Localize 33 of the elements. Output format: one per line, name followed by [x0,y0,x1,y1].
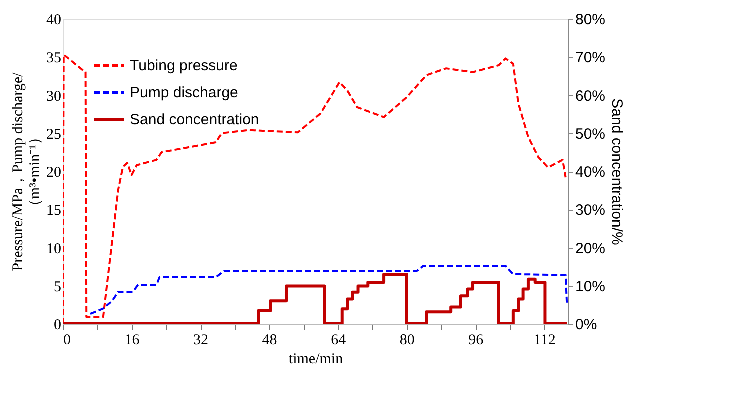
y2-tick-label: 10% [576,278,606,296]
y2-tick-label: 80% [576,12,606,28]
y-axis-title: Pressure/MPa，Pump discharge/ （m³•min⁻¹） [10,72,44,272]
legend-label: Pump discharge [130,84,238,102]
x-tick-label: 80 [400,332,415,348]
x-tick-label: 32 [194,332,209,348]
legend-label: Sand concentration [130,112,260,128]
y2-tick-label: 70% [576,50,606,67]
x-tick-label: 112 [534,332,556,348]
y2-tick-label: 40% [576,164,606,181]
y-tick-label: 20 [46,165,62,181]
x-axis-title: time/min [288,352,344,368]
y2-tick-label: 20% [576,240,606,258]
y-tick-label: 5 [54,279,62,296]
y2-axis-title: Sand concentration/% [608,98,626,246]
x-tick-label: 64 [331,332,347,348]
legend-label: Tubing pressure [130,58,238,74]
y-tick-label: 40 [46,12,62,28]
y2-tick-label: 60% [576,88,606,105]
y2-tick-label: 30% [576,202,606,220]
y-tick-label: 0 [54,318,62,334]
line-series [90,265,568,316]
y-tick-label: 10 [46,241,62,258]
y2-tick-label: 50% [576,126,606,143]
x-tick-label: 96 [468,332,484,348]
y-tick-label: 30 [46,88,62,105]
y-tick-label: 25 [46,126,62,143]
x-tick-label: 48 [262,332,278,348]
x-tick-label: 16 [124,332,140,348]
line-series [63,54,567,324]
y2-tick-label: 0% [576,316,598,334]
y-tick-label: 35 [46,50,62,67]
y-tick-label: 15 [46,203,62,220]
